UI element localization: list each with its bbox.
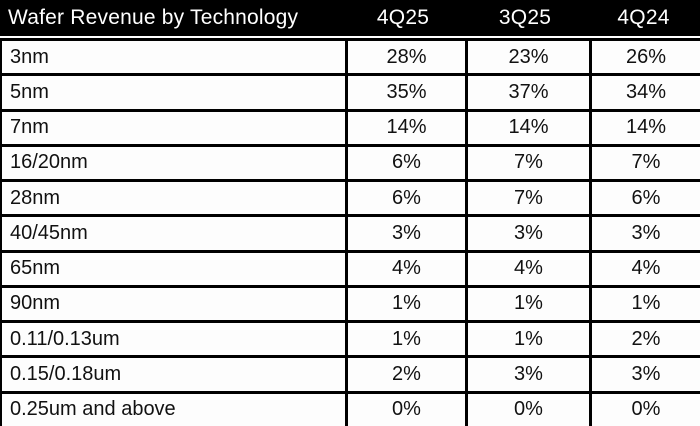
- cell-value: 2%: [345, 358, 465, 391]
- cell-value: 0%: [589, 393, 700, 426]
- cell-value: 26%: [589, 41, 700, 74]
- table-row: 0.11/0.13um 1% 1% 2%: [0, 320, 700, 356]
- cell-value: 4%: [589, 252, 700, 285]
- cell-value: 6%: [345, 146, 465, 180]
- row-label: 0.15/0.18um: [10, 363, 122, 386]
- cell-value: 1%: [465, 323, 589, 356]
- row-label: 0.11/0.13um: [10, 327, 120, 350]
- table-row: 3nm 28% 23% 26%: [0, 38, 700, 74]
- cell-value: 7%: [589, 146, 700, 180]
- cell-value: 2%: [589, 323, 700, 356]
- cell-value: 3%: [465, 217, 589, 250]
- cell-value: 35%: [345, 76, 465, 109]
- cell-value: 3%: [589, 358, 700, 391]
- table-row: 5nm 35% 37% 34%: [0, 73, 700, 109]
- cell-value: 1%: [589, 287, 700, 321]
- column-header-3q25: 3Q25: [498, 6, 552, 29]
- cell-value: 14%: [345, 111, 465, 144]
- cell-value: 34%: [589, 76, 700, 109]
- table-row: 16/20nm 6% 7% 7%: [0, 143, 700, 180]
- cell-value: 14%: [465, 111, 589, 144]
- row-label: 90nm: [10, 292, 61, 315]
- row-label: 16/20nm: [10, 151, 88, 174]
- table-row: 28nm 6% 7% 6%: [0, 179, 700, 215]
- table-row: 65nm 4% 4% 4%: [0, 249, 700, 285]
- cell-value: 37%: [465, 76, 589, 109]
- table-title: Wafer Revenue by Technology: [8, 6, 299, 29]
- row-label: 40/45nm: [10, 221, 88, 244]
- cell-value: 1%: [465, 287, 589, 321]
- cell-value: 0%: [345, 393, 465, 426]
- cell-value: 1%: [345, 323, 465, 356]
- table-row: 90nm 1% 1% 1%: [0, 284, 700, 321]
- row-label: 5nm: [10, 80, 49, 103]
- cell-value: 6%: [589, 182, 700, 215]
- cell-value: 7%: [465, 146, 589, 180]
- cell-value: 28%: [345, 41, 465, 74]
- cell-value: 0%: [465, 393, 589, 426]
- row-label: 28nm: [10, 186, 61, 209]
- table-row: 40/45nm 3% 3% 3%: [0, 214, 700, 250]
- cell-value: 7%: [465, 182, 589, 215]
- cell-value: 3%: [345, 217, 465, 250]
- row-label: 3nm: [10, 45, 49, 68]
- row-label: 7nm: [10, 116, 49, 139]
- cell-value: 14%: [589, 111, 700, 144]
- column-header-4q24: 4Q24: [617, 6, 670, 29]
- table-row: 7nm 14% 14% 14%: [0, 108, 700, 144]
- column-header-4q25: 4Q25: [376, 6, 430, 29]
- cell-value: 4%: [345, 252, 465, 285]
- cell-value: 23%: [465, 41, 589, 74]
- table-header-row: Wafer Revenue by Technology 4Q25 3Q25 4Q…: [0, 0, 700, 38]
- cell-value: 3%: [465, 358, 589, 391]
- cell-value: 1%: [345, 287, 465, 321]
- cell-value: 4%: [465, 252, 589, 285]
- table-row: 0.15/0.18um 2% 3% 3%: [0, 355, 700, 391]
- cell-value: 6%: [345, 182, 465, 215]
- row-label: 0.25um and above: [10, 398, 176, 421]
- row-label: 65nm: [10, 257, 61, 280]
- table-row: 0.25um and above 0% 0% 0%: [0, 390, 700, 426]
- cell-value: 3%: [589, 217, 700, 250]
